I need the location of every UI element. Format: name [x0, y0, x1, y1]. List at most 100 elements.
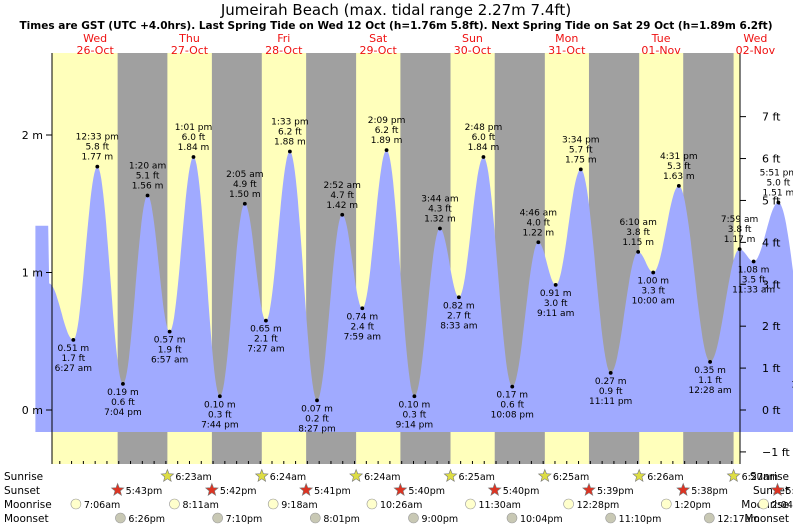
- moonset-time: 9:00pm: [421, 514, 458, 525]
- low-tide-label: 3.3 ft: [641, 287, 665, 297]
- high-tide-label: 4.0 ft: [526, 218, 550, 228]
- high-tide-label: 2:05 am: [226, 170, 263, 180]
- chart-subtitle: Times are GST (UTC +4.0hrs). Last Spring…: [20, 20, 773, 32]
- moonrise-time: 2:04pm: [772, 500, 793, 511]
- moonset-icon: [115, 512, 126, 524]
- day-of-week-label: Wed: [743, 32, 767, 45]
- high-tide-point: [191, 155, 196, 159]
- y-tick-label-left: 2 m: [22, 129, 43, 142]
- y-tick-label-right: 6 ft: [762, 153, 781, 166]
- high-tide-label: 6.0 ft: [182, 133, 206, 143]
- high-tide-point: [776, 200, 781, 205]
- high-tide-label: 1.42 m: [326, 201, 358, 211]
- low-tide-label: 3.0 ft: [544, 299, 568, 309]
- high-tide-label: 5.3 ft: [667, 162, 691, 172]
- high-tide-label: 1:33 pm: [271, 118, 309, 128]
- high-tide-point: [536, 240, 541, 245]
- high-tide-label: 1.51 m: [763, 188, 793, 198]
- day-of-week-label: Mon: [555, 32, 578, 45]
- high-tide-label: 1.84 m: [178, 143, 210, 153]
- low-tide-point: [217, 394, 222, 399]
- sunset-icon: [299, 482, 314, 496]
- sunrise-time: 6:25am: [553, 472, 589, 483]
- high-tide-point: [384, 148, 389, 153]
- moonset-icon: [212, 512, 223, 524]
- moonset-icon: [506, 512, 518, 524]
- sunset-icon: [582, 482, 596, 496]
- high-tide-label: 2:48 pm: [465, 123, 503, 133]
- sunrise-icon: [160, 468, 175, 482]
- low-tide-label: 1.7 ft: [61, 354, 85, 364]
- sun-moon-panel: Sunrise Sunrise 6:23am 6:24am 6:24am 6:25am 6:…: [4, 468, 793, 525]
- high-tide-point: [145, 193, 150, 198]
- low-tide-point: [651, 270, 656, 275]
- y-tick-label-right: 5 ft: [762, 194, 781, 207]
- moonrise-time: 12:28pm: [577, 500, 620, 511]
- sunset-time: 5:43pm: [126, 486, 163, 497]
- sunrise-icon: [443, 468, 458, 482]
- high-tide-label: 1:01 pm: [175, 123, 213, 133]
- tide-curve: [35, 150, 793, 432]
- sunrise-icon: [349, 468, 364, 482]
- sunrise-icon: [254, 468, 269, 482]
- low-tide-label: 8:33 am: [440, 321, 477, 331]
- low-tide-label: 1.08 m: [738, 266, 770, 276]
- y-tick-label-right: 7 ft: [762, 111, 781, 124]
- day-of-week-label: Wed: [83, 32, 107, 45]
- date-label: 29-Oct: [359, 44, 397, 57]
- low-tide-label: 12:28 am: [689, 386, 732, 396]
- day-of-week-label: Thu: [178, 32, 200, 45]
- high-tide-label: 5.1 ft: [136, 172, 160, 182]
- high-tide-label: 12:33 pm: [76, 133, 119, 143]
- low-tide-label: 0.19 m: [107, 388, 139, 398]
- sunrise-time: 6:26am: [647, 472, 683, 483]
- low-tide-label: 7:59 am: [344, 332, 381, 342]
- low-tide-label: 1.9 ft: [158, 346, 182, 356]
- low-tide-label: 0.51 m: [58, 344, 90, 354]
- high-tide-point: [481, 155, 486, 159]
- low-tide-point: [510, 384, 515, 389]
- low-tide-label: 0.6 ft: [111, 398, 135, 408]
- high-tide-point: [95, 164, 100, 169]
- high-tide-label: 1.17 m: [724, 235, 756, 245]
- moonrise-time: 10:26am: [380, 500, 422, 511]
- low-tide-point: [456, 295, 461, 300]
- moonrise-time: 1:20pm: [674, 500, 711, 511]
- low-tide-label: 10:00 am: [632, 297, 675, 307]
- sunrise-time: 6:27am: [742, 472, 778, 483]
- high-tide-label: 1.63 m: [663, 172, 695, 182]
- low-tide-point: [553, 282, 558, 287]
- high-tide-label: 6.0 ft: [472, 133, 496, 143]
- sunset-time: 5:40pm: [408, 486, 445, 497]
- sunset-row-label-right: Sunset: [753, 485, 789, 497]
- high-tide-label: 6.2 ft: [375, 126, 399, 136]
- moonrise-icon: [267, 498, 279, 510]
- moonrise-icon: [661, 498, 672, 510]
- high-tide-label: 1.22 m: [523, 228, 555, 238]
- moonset-time: 6:26pm: [128, 514, 165, 525]
- high-tide-label: 5:51 pm: [760, 168, 793, 178]
- day-of-week-label: Fri: [277, 32, 290, 45]
- low-tide-label: 0.2 ft: [305, 414, 329, 424]
- sunset-row-label-left: Sunset: [4, 485, 40, 497]
- low-tide-point: [608, 370, 613, 375]
- low-tide-label: 0.82 m: [443, 301, 475, 311]
- moonrise-icon: [169, 498, 180, 510]
- low-tide-label: 0.6 ft: [500, 401, 524, 411]
- y-tick-label-right: 2 ft: [762, 320, 781, 333]
- date-label: 30-Oct: [454, 44, 492, 57]
- high-tide-label: 1.32 m: [424, 215, 456, 225]
- chart-title: Jumeirah Beach (max. tidal range 2.27m 7…: [220, 1, 571, 19]
- moonrise-time: 9:18am: [281, 500, 317, 511]
- date-label: 28-Oct: [265, 44, 303, 57]
- tide-area: [35, 150, 793, 432]
- y-tick-label-right: 4 ft: [762, 236, 781, 249]
- sunrise-row-label-right: Sunrise: [750, 471, 789, 483]
- high-tide-point: [438, 226, 442, 231]
- high-tide-label: 1.89 m: [371, 136, 403, 146]
- low-tide-label: 1:51 am: [791, 380, 793, 390]
- low-tide-point: [708, 359, 712, 364]
- day-of-week-label: Tue: [651, 32, 671, 45]
- date-label: 26-Oct: [77, 44, 115, 57]
- high-tide-label: 1.88 m: [274, 138, 306, 148]
